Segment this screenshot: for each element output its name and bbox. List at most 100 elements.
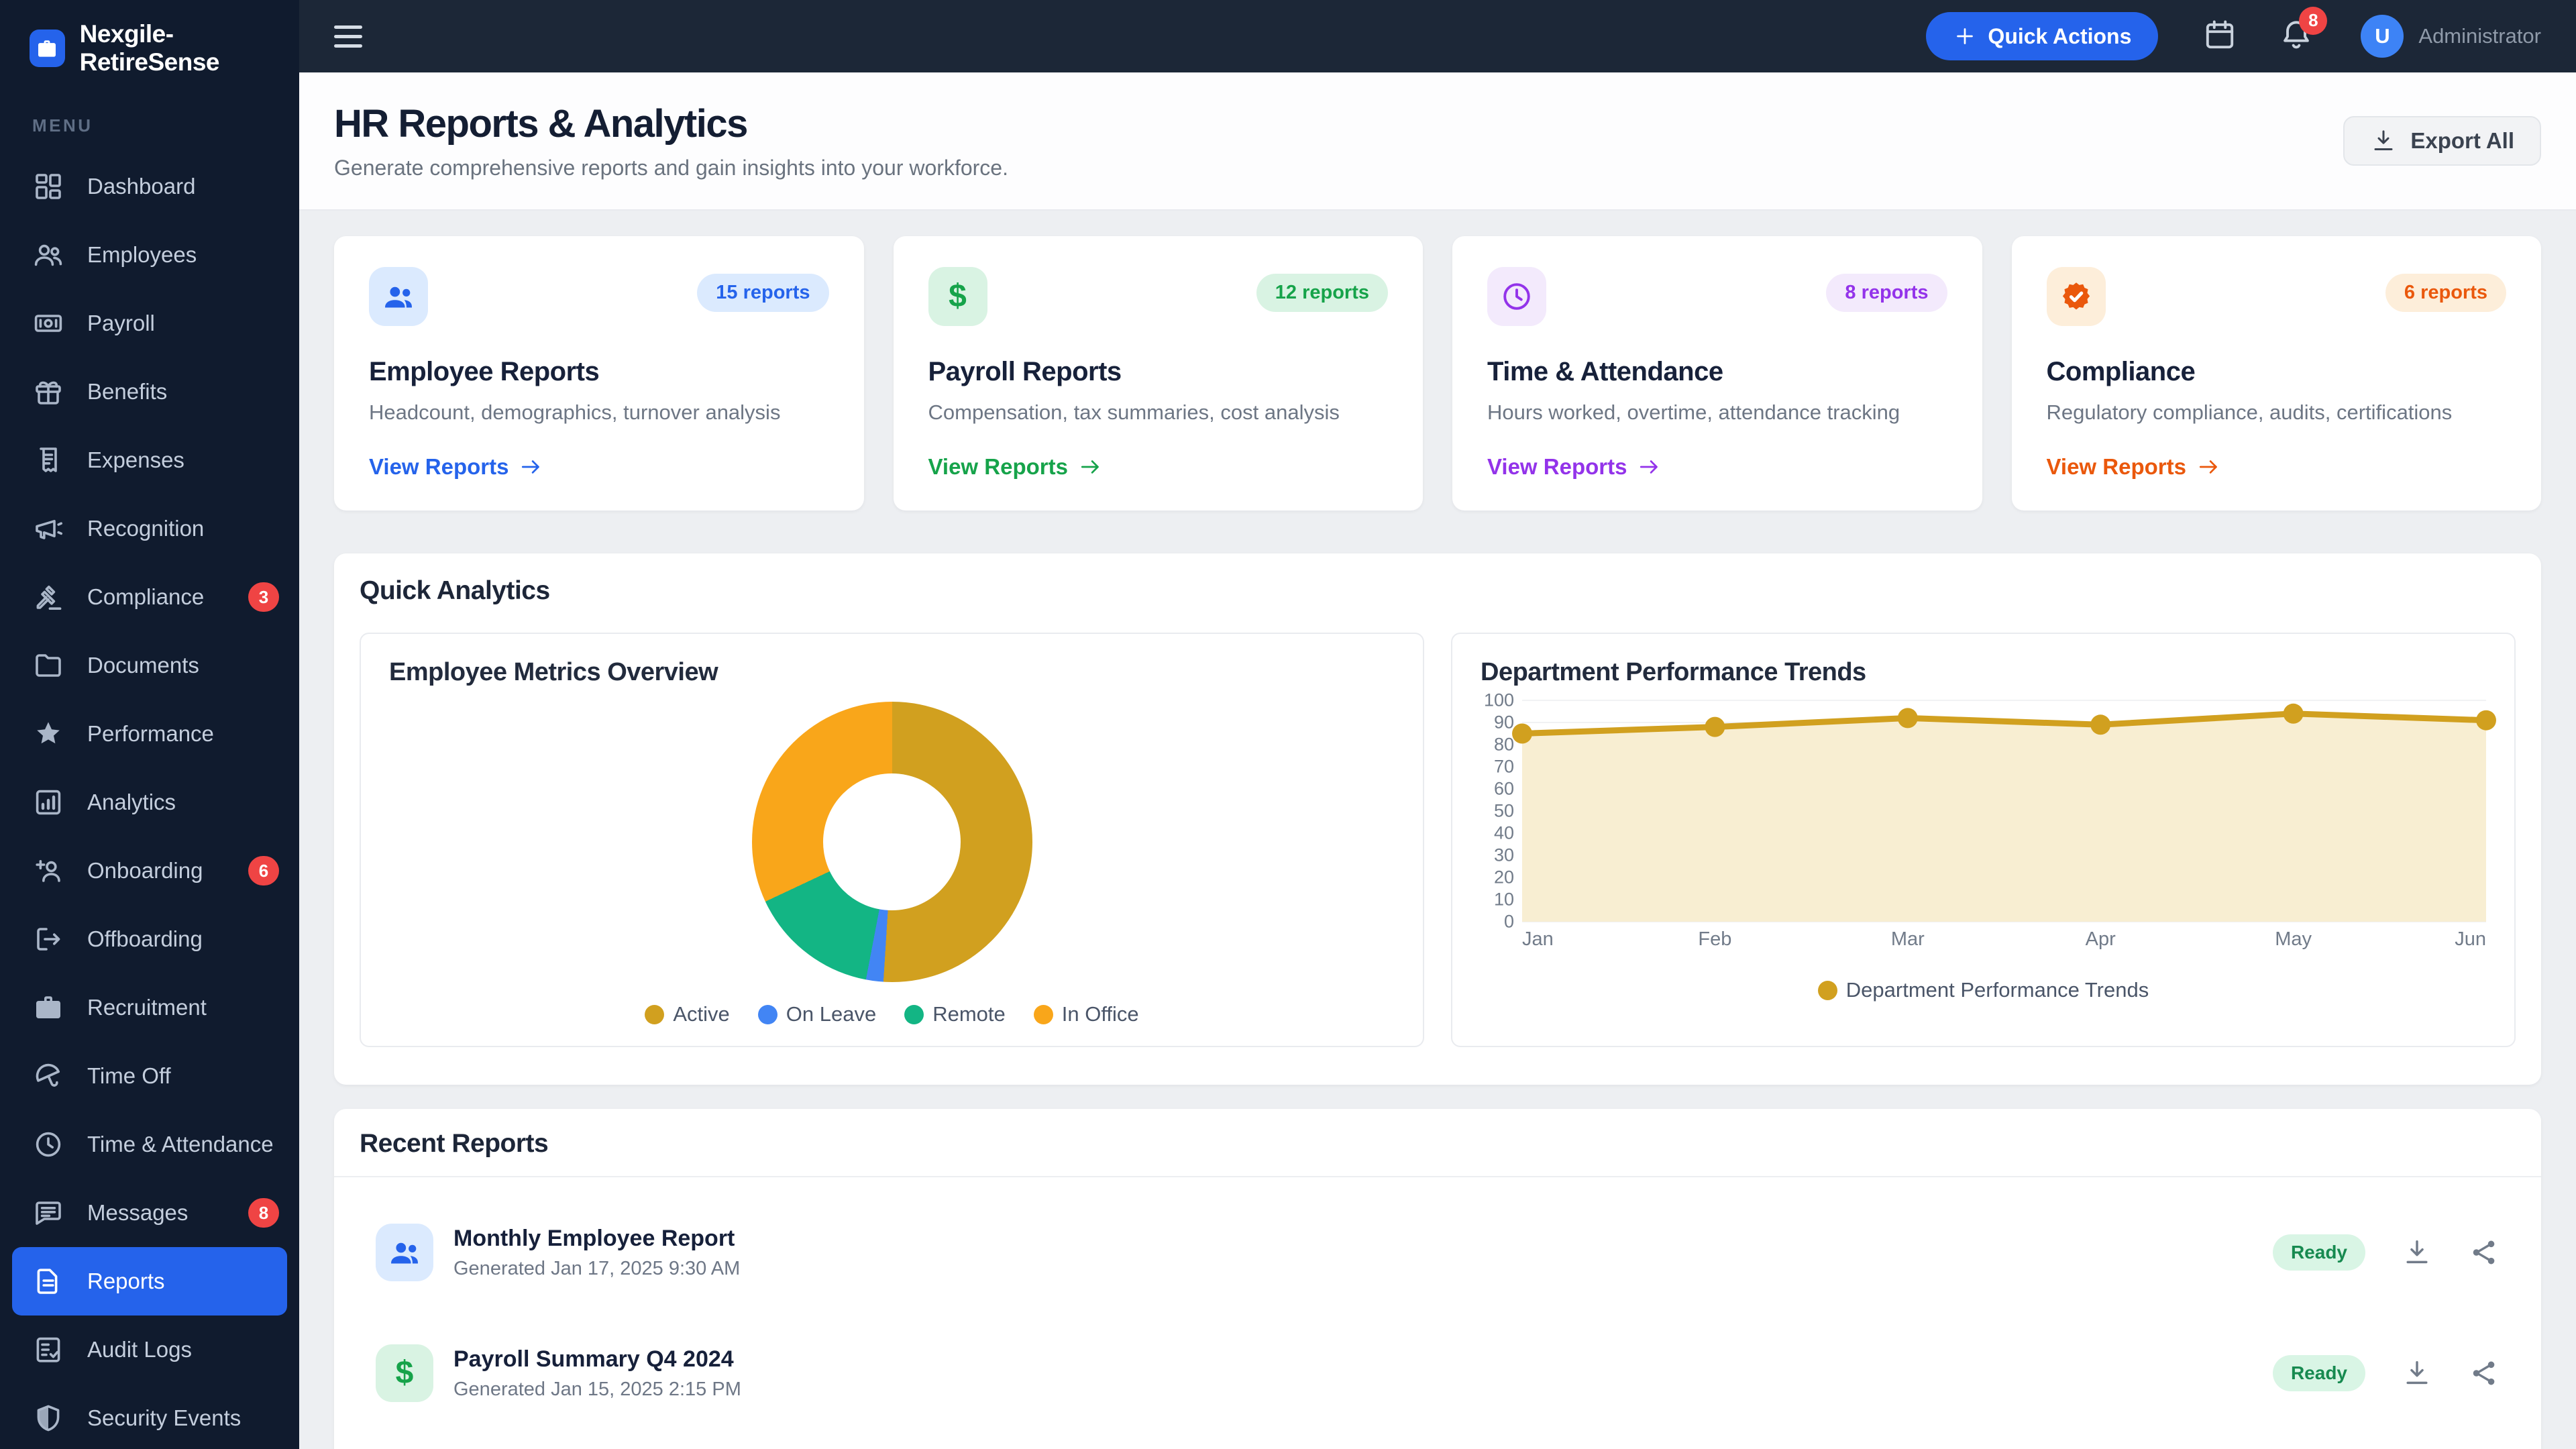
audit-icon xyxy=(36,1337,60,1362)
offboarding-icon xyxy=(37,928,60,951)
line-chart-legend: Department Performance Trends xyxy=(1481,978,2486,1002)
report-icon-box xyxy=(376,1224,433,1281)
employee-metrics-chart-card: Employee Metrics Overview Active On Leave… xyxy=(360,633,1424,1047)
sidebar-item-performance[interactable]: Performance xyxy=(0,700,299,768)
sidebar-item-time-attendance[interactable]: Time & Attendance xyxy=(0,1110,299,1179)
sidebar-item-label: Analytics xyxy=(87,790,176,814)
line-chart-title: Department Performance Trends xyxy=(1481,658,1866,686)
timeoff-icon xyxy=(36,1063,60,1087)
x-axis-labels: Jan Feb Mar Apr May Jun xyxy=(1522,928,2486,950)
sidebar-item-label: Recognition xyxy=(87,516,205,541)
share-icon xyxy=(2473,1361,2495,1385)
sidebar-item-label: Employees xyxy=(87,242,197,267)
download-report-button[interactable] xyxy=(2402,1237,2432,1268)
sidebar-item-label: Onboarding xyxy=(87,858,203,883)
report-count-badge: 8 reports xyxy=(1826,274,1947,312)
sidebar-item-label: Reports xyxy=(87,1269,165,1293)
report-title: Monthly Employee Report xyxy=(453,1225,735,1251)
download-icon xyxy=(2406,1240,2428,1264)
arrow-icon xyxy=(1640,460,1658,474)
sidebar-item-payroll[interactable]: Payroll xyxy=(0,289,299,358)
sidebar-item-dashboard[interactable]: Dashboard xyxy=(0,152,299,221)
share-report-button[interactable] xyxy=(2469,1358,2500,1389)
report-row-payroll-summary-q4-2024: $ Payroll Summary Q4 2024 Generated Jan … xyxy=(376,1318,2500,1428)
people-icon xyxy=(385,286,412,308)
donut-legend: Active On Leave Remote In Office xyxy=(389,1002,1395,1026)
sidebar: Nexgile-RetireSense MENU Dashboard Employ… xyxy=(0,0,299,1449)
card-title: Employee Reports xyxy=(369,357,600,386)
legend-item-on-leave: On Leave xyxy=(757,1002,876,1026)
avatar[interactable]: U xyxy=(2361,15,2404,58)
page-subtitle: Generate comprehensive reports and gain … xyxy=(334,156,1008,180)
expenses-icon xyxy=(40,447,57,472)
sidebar-item-time-off[interactable]: Time Off xyxy=(0,1042,299,1110)
sidebar-item-label: Compliance xyxy=(87,584,205,609)
recent-reports-list: Monthly Employee Report Generated Jan 17… xyxy=(334,1177,2541,1449)
calendar-icon xyxy=(2206,20,2234,48)
sidebar-item-label: Security Events xyxy=(87,1405,241,1430)
sidebar-item-compliance[interactable]: Compliance 3 xyxy=(0,563,299,631)
card-description: Regulatory compliance, audits, certifica… xyxy=(2046,400,2453,424)
quick-analytics-section: Quick Analytics Employee Metrics Overvie… xyxy=(334,553,2541,1085)
dashboard-icon xyxy=(36,174,61,199)
sidebar-item-reports[interactable]: Reports xyxy=(12,1247,287,1316)
share-icon xyxy=(2473,1240,2495,1265)
brand-logo[interactable]: Nexgile-RetireSense xyxy=(0,0,299,76)
sidebar-item-benefits[interactable]: Benefits xyxy=(0,358,299,426)
sidebar-item-analytics[interactable]: Analytics xyxy=(0,768,299,837)
sidebar-item-expenses[interactable]: Expenses xyxy=(0,426,299,494)
employees-icon xyxy=(34,244,62,266)
legend-item-department-performance-trends: Department Performance Trends xyxy=(1817,978,2149,1002)
share-report-button[interactable] xyxy=(2469,1237,2500,1268)
card-title: Time & Attendance xyxy=(1487,357,1723,386)
sidebar-item-recognition[interactable]: Recognition xyxy=(0,494,299,563)
sidebar-item-documents[interactable]: Documents xyxy=(0,631,299,700)
sidebar-badge: 8 xyxy=(248,1198,279,1228)
sidebar-item-employees[interactable]: Employees xyxy=(0,221,299,289)
sidebar-item-label: Documents xyxy=(87,653,199,678)
onboarding-icon xyxy=(36,860,60,882)
sidebar-item-onboarding[interactable]: Onboarding 6 xyxy=(0,837,299,905)
sidebar-item-offboarding[interactable]: Offboarding xyxy=(0,905,299,973)
performance-trends-chart-card: Department Performance Trends 0 10 20 30 40 5… xyxy=(1451,633,2516,1047)
y-axis-labels: 0 10 20 30 40 50 60 70 80 90 100 xyxy=(1483,690,1514,932)
card-icon-box xyxy=(2046,267,2106,326)
brand-name: Nexgile-RetireSense xyxy=(79,20,220,76)
report-row-monthly-employee-report: Monthly Employee Report Generated Jan 17… xyxy=(376,1197,2500,1307)
recognition-icon xyxy=(36,520,62,539)
download-icon xyxy=(2374,130,2393,150)
download-icon xyxy=(2406,1360,2428,1385)
quick-actions-button[interactable]: Quick Actions xyxy=(1926,12,2159,60)
sidebar-item-label: Performance xyxy=(87,721,214,746)
notification-count-badge: 8 xyxy=(2299,6,2328,35)
calendar-button[interactable] xyxy=(2202,17,2237,56)
download-report-button[interactable] xyxy=(2402,1358,2432,1389)
view-reports-link[interactable]: View Reports xyxy=(928,454,1389,480)
notifications-button[interactable]: 8 xyxy=(2279,6,2328,56)
hamburger-menu-icon[interactable] xyxy=(334,25,362,48)
user-role-label: Administrator xyxy=(2418,24,2541,48)
view-reports-link[interactable]: View Reports xyxy=(2047,454,2507,480)
card-description: Hours worked, overtime, attendance track… xyxy=(1487,400,1900,424)
recent-reports-section: Recent Reports Monthly Employee Report G… xyxy=(334,1109,2541,1449)
export-all-button[interactable]: Export All xyxy=(2343,116,2541,166)
sidebar-item-messages[interactable]: Messages 8 xyxy=(0,1179,299,1247)
view-reports-link[interactable]: View Reports xyxy=(369,454,829,480)
sidebar-item-label: Time Off xyxy=(87,1063,171,1088)
payroll-icon xyxy=(34,315,62,332)
view-reports-link[interactable]: View Reports xyxy=(1487,454,1947,480)
sidebar-item-label: Recruitment xyxy=(87,995,207,1020)
card-description: Headcount, demographics, turnover analys… xyxy=(369,400,781,424)
analytics-icon xyxy=(36,790,61,815)
recruitment-icon xyxy=(36,996,60,1018)
report-generated-time: Generated Jan 17, 2025 9:30 AM xyxy=(453,1257,741,1279)
briefcase-logo-icon xyxy=(30,30,65,67)
sidebar-item-security-events[interactable]: Security Events xyxy=(0,1384,299,1449)
legend-dot xyxy=(645,1004,665,1024)
sidebar-item-recruitment[interactable]: Recruitment xyxy=(0,973,299,1042)
sidebar-menu: Dashboard Employees Payroll Benefits Expense… xyxy=(0,152,299,1449)
documents-icon xyxy=(36,654,61,677)
report-generated-time: Generated Jan 15, 2025 2:15 PM xyxy=(453,1378,741,1400)
sidebar-item-audit-logs[interactable]: Audit Logs xyxy=(0,1316,299,1384)
card-title: Compliance xyxy=(2046,357,2196,386)
